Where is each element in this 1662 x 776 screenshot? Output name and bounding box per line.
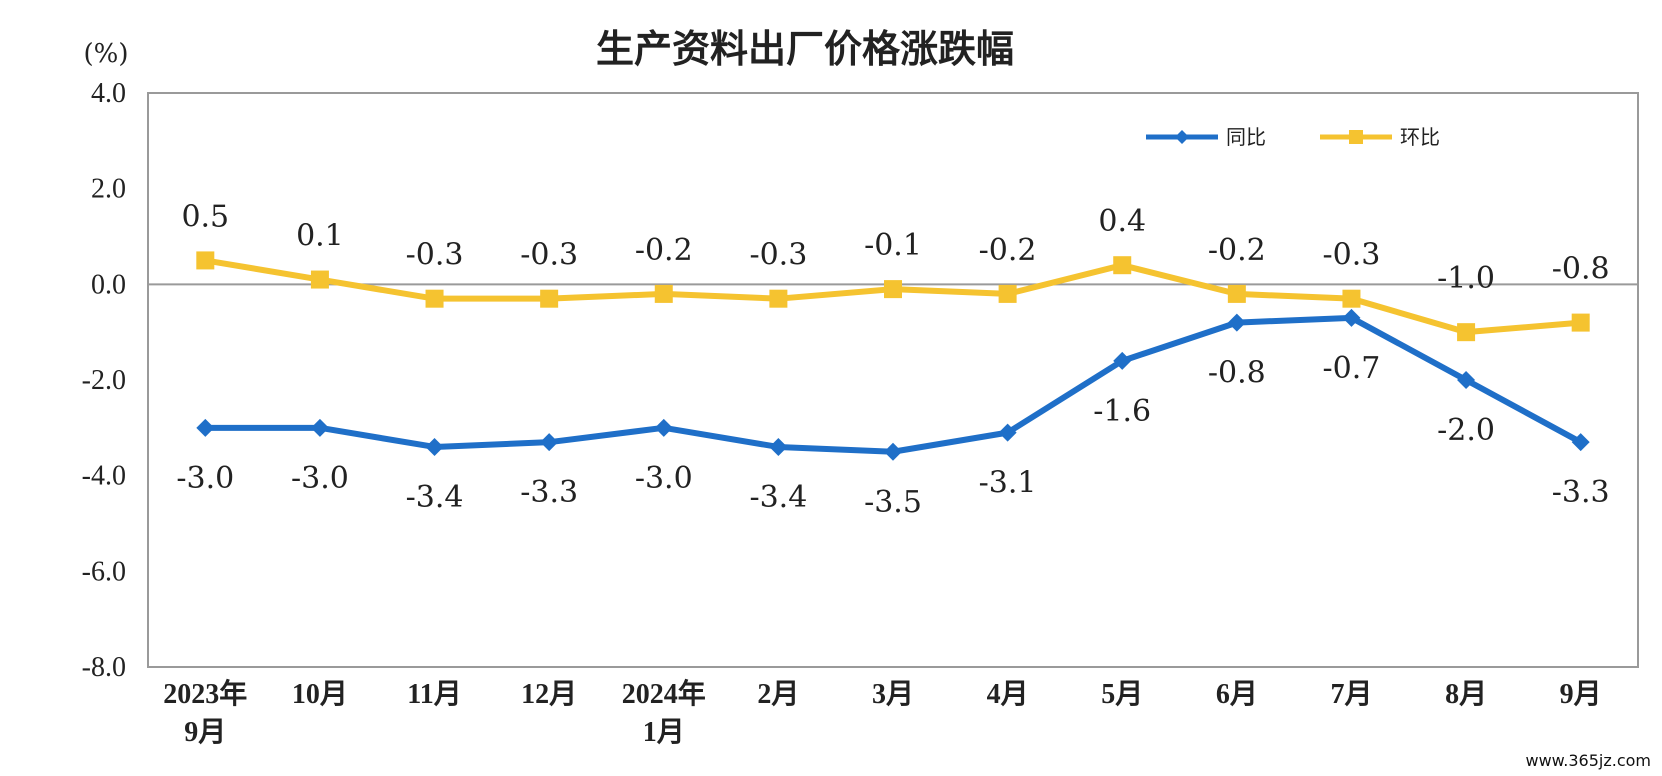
legend-marker [1175,130,1189,144]
y-tick-label: 0.0 [91,269,126,300]
mom-data-label: -0.1 [864,228,922,263]
y-tick-label: 4.0 [91,78,126,109]
mom-data-label: 0.5 [181,199,229,234]
mom-point-marker [884,280,902,299]
mom-point-marker [540,289,559,308]
x-tick-label: 9月 [184,717,226,748]
mom-data-label: -0.3 [749,238,807,273]
yoy-point-marker [998,423,1017,442]
mom-point-marker [1342,289,1361,308]
watermark-text: www.365jz.com [1525,751,1651,770]
y-axis-ticks: 4.0 2.0 0.0 -2.0 -4.0 -6.0 -8.0 [82,78,126,683]
yoy-point-marker [884,442,902,461]
mom-point-marker [654,284,673,303]
mom-point-marker [1113,256,1132,275]
chart-title: 生产资料出厂价格涨跌幅 [596,27,1014,71]
yoy-data-label: -3.0 [291,461,349,496]
mom-data-label: -0.2 [979,233,1037,268]
y-tick-label: -8.0 [82,652,126,683]
mom-data-label: -0.2 [635,233,693,268]
mom-point-marker [425,289,444,308]
x-tick-label: 2月 [757,679,799,710]
yoy-point-marker [654,418,673,437]
yoy-data-label: -3.5 [864,485,922,520]
mom-data-label: -0.3 [406,238,464,273]
x-tick-label: 3月 [872,679,914,710]
x-tick-label: 11月 [407,679,461,710]
yoy-point-marker [1227,313,1246,332]
yoy-data-label: -3.4 [406,480,464,515]
x-tick-label: 12月 [521,679,577,710]
plot-area [147,92,1639,668]
y-tick-label: -2.0 [82,365,126,396]
y-tick-label: 2.0 [91,174,126,205]
yoy-data-label: -3.4 [749,480,807,515]
mom-data-label: 0.1 [296,219,344,254]
x-tick-label: 2023年 [163,677,247,710]
yoy-data-label: -3.3 [520,475,578,510]
yoy-data-label: -1.6 [1093,394,1151,429]
yoy-point-marker [1571,433,1590,452]
x-tick-label: 9月 [1560,679,1602,710]
data-labels: 0.5 0.1 -0.3 -0.3 -0.2 -0.3 -0.1 -0.2 0.4 -0.2 -0.… [176,199,1609,519]
mom-point-marker [196,251,215,270]
x-tick-label: 5月 [1101,679,1143,710]
y-axis-unit: (%) [84,39,129,69]
series-group [196,251,1590,461]
mom-data-label: -0.8 [1552,252,1610,287]
x-tick-label: 7月 [1330,679,1372,710]
mom-point-marker [1457,323,1476,342]
yoy-data-label: -3.0 [635,461,693,496]
yoy-point-marker [196,418,215,437]
mom-data-label: 0.4 [1098,204,1146,239]
x-tick-label: 8月 [1445,679,1487,710]
legend: 同比 环比 [1146,125,1440,149]
yoy-point-marker [1113,351,1132,370]
y-tick-label: -4.0 [82,461,126,492]
mom-data-label: -0.2 [1208,233,1266,268]
x-tick-label: 2024年 [622,677,706,710]
mom-data-label: -1.0 [1437,261,1495,296]
x-tick-label: 10月 [292,679,348,710]
x-axis-ticks: 2023年 9月 10月 11月 12月 2024年 1月 2月 3月 4月 5月 6月 7月 8月 9月 [163,677,1601,748]
x-tick-label: 4月 [987,679,1029,710]
mom-data-label: -0.3 [1323,238,1381,273]
mom-point-marker [1227,284,1246,303]
x-tick-label: 6月 [1216,679,1258,710]
yoy-point-marker [769,437,788,456]
legend-marker [1349,130,1363,144]
mom-data-label: -0.3 [520,238,578,273]
legend-label: 同比 [1226,125,1266,149]
mom-point-marker [998,284,1017,303]
yoy-point-marker [540,433,559,452]
yoy-data-label: -2.0 [1437,413,1495,448]
yoy-data-label: -3.3 [1552,475,1610,510]
mom-point-marker [769,289,788,308]
x-tick-label: 1月 [643,717,685,748]
y-tick-label: -6.0 [82,556,126,587]
legend-label: 环比 [1400,125,1440,149]
yoy-point-marker [1342,308,1361,327]
yoy-point-marker [310,418,329,437]
yoy-data-label: -0.8 [1208,356,1266,391]
yoy-data-label: -3.0 [176,461,234,496]
yoy-point-marker [425,437,444,456]
mom-point-marker [1571,313,1590,332]
yoy-data-label: -0.7 [1323,351,1381,386]
yoy-data-label: -3.1 [979,466,1037,501]
yoy-point-marker [1457,371,1476,389]
mom-point-marker [310,270,329,289]
